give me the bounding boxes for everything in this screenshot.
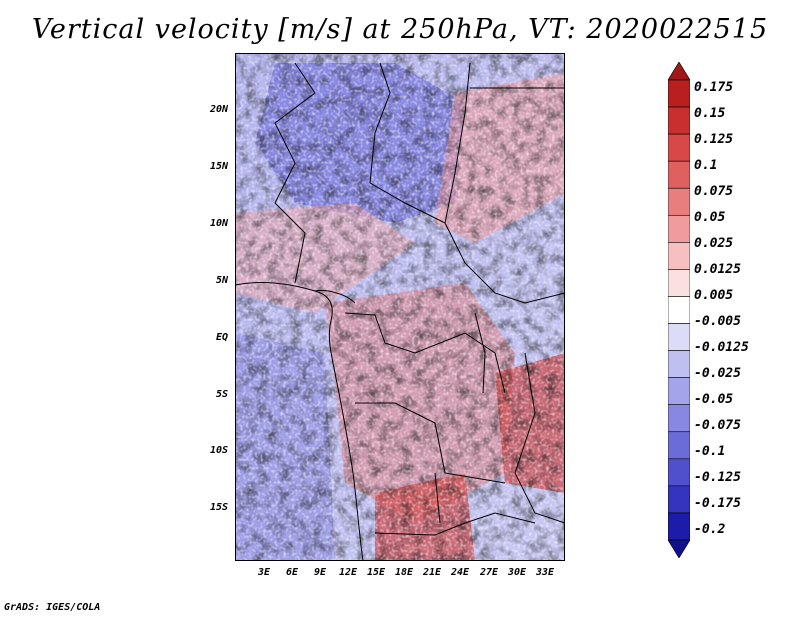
lat-label: 5N	[215, 275, 228, 286]
chart-title: Vertical velocity [m/s] at 250hPa, VT: 2…	[31, 14, 769, 45]
colorbar-segment	[668, 458, 690, 487]
colorbar-label: 0.175	[694, 80, 734, 95]
colorbar-segment	[668, 323, 690, 351]
colorbar-label: -0.125	[694, 470, 741, 485]
colorbar-segment	[668, 242, 690, 270]
colorbar-label: -0.05	[694, 392, 734, 407]
coastlines-and-borders	[235, 62, 565, 561]
lat-label: 10N	[209, 218, 228, 229]
colorbar-label: 0.05	[694, 210, 726, 225]
colorbar-label: -0.005	[694, 314, 741, 329]
lat-label: 15N	[209, 161, 228, 172]
colorbar-bottom-arrow	[668, 539, 690, 558]
colorbar-label: 0.15	[694, 106, 726, 121]
colorbar-label: -0.025	[694, 366, 741, 381]
colorbar-label: 0.1	[694, 158, 718, 173]
lon-label: 12E	[338, 567, 358, 578]
lat-label: 5S	[215, 389, 228, 400]
colorbar-label: 0.125	[694, 132, 734, 147]
colorbar-label: -0.2	[694, 522, 726, 537]
colorbar-segment	[668, 106, 690, 135]
lon-label: 18E	[394, 567, 414, 578]
lat-label: 15S	[209, 502, 228, 513]
colorbar-label: -0.0125	[694, 340, 749, 355]
lon-label: 30E	[507, 567, 527, 578]
lon-label: 33E	[535, 567, 555, 578]
vertical-velocity-map	[235, 53, 565, 561]
colorbar-label: 0.025	[694, 236, 734, 251]
software-credit: GrADS: IGES/COLA	[4, 602, 101, 613]
colorbar-label: 0.005	[694, 288, 734, 303]
colorbar-segment	[668, 160, 690, 189]
colorbar-label: -0.175	[694, 496, 741, 511]
colorbar-label: -0.075	[694, 418, 741, 433]
lon-label: 6E	[285, 567, 299, 578]
colorbar-segment	[668, 187, 690, 216]
lat-label: EQ	[215, 332, 228, 343]
colorbar-top-arrow	[668, 62, 690, 81]
lat-label: 20N	[209, 104, 228, 115]
lon-label: 24E	[450, 567, 470, 578]
lat-label: 10S	[209, 445, 228, 456]
lon-label: 3E	[257, 567, 271, 578]
lon-label: 15E	[366, 567, 386, 578]
lon-label: 9E	[313, 567, 327, 578]
colorbar-segment	[668, 350, 690, 378]
colorbar-segment	[668, 79, 690, 108]
colorbar-label: 0.075	[694, 184, 734, 199]
colorbar-label: -0.1	[694, 444, 726, 459]
colorbar-segment	[668, 214, 690, 243]
lon-label: 27E	[479, 567, 499, 578]
colorbar-segment	[668, 485, 690, 514]
colorbar-segment	[668, 377, 690, 406]
colorbar-segment	[668, 269, 690, 297]
colorbar-segment	[668, 296, 690, 324]
colorbar-segment	[668, 512, 690, 541]
colorbar	[668, 62, 690, 558]
colorbar-segment	[668, 404, 690, 433]
colorbar-segment	[668, 133, 690, 162]
colorbar-label: 0.0125	[694, 262, 741, 277]
colorbar-segment	[668, 431, 690, 460]
lon-label: 21E	[422, 567, 442, 578]
